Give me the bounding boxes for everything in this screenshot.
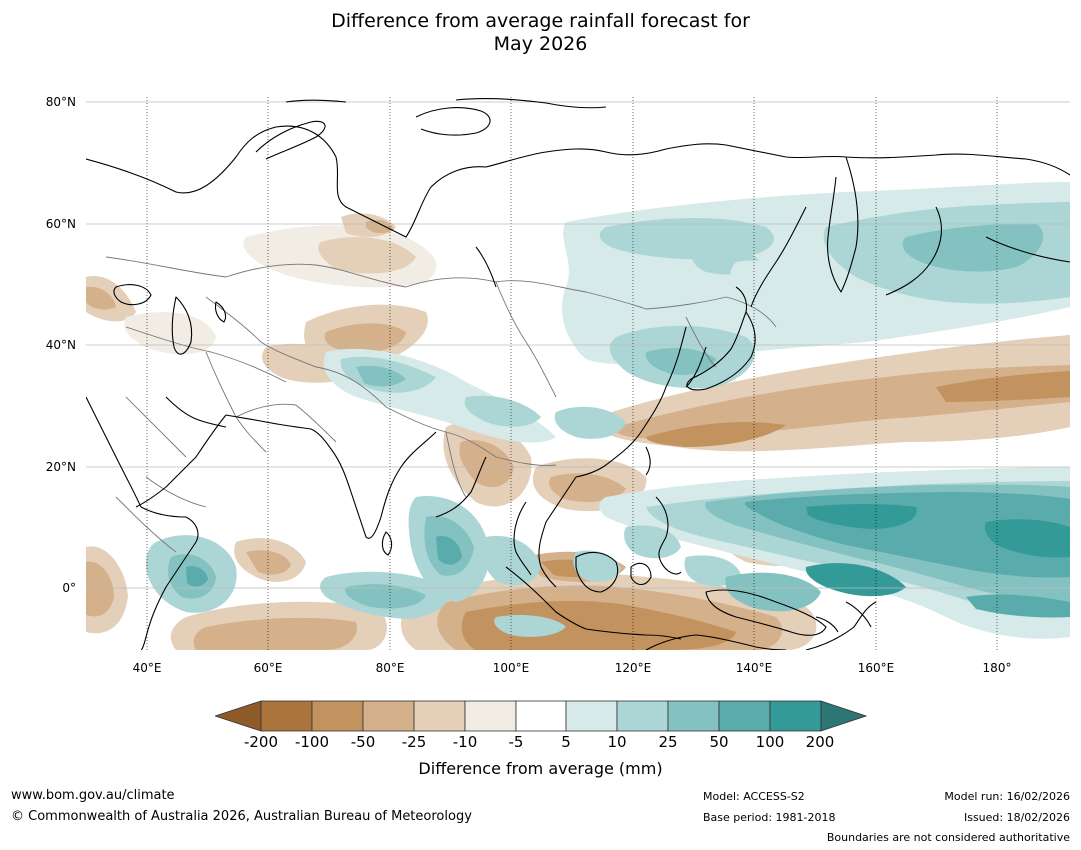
- lon-label-100e: 100°E: [492, 661, 530, 675]
- colorbar-segment-6: [515, 700, 567, 732]
- lat-label-80n: 80°N: [45, 95, 76, 109]
- model-name: Model: ACCESS-S2: [703, 790, 805, 803]
- title-line-2: May 2026: [493, 33, 588, 55]
- website-link[interactable]: www.bom.gov.au/climate: [11, 788, 175, 803]
- lat-label-20n: 20°N: [45, 460, 76, 474]
- colorbar-extend-low: [215, 700, 262, 732]
- lat-label-60n: 60°N: [45, 217, 76, 231]
- colorbar-segment-2: [311, 700, 364, 732]
- issued-date: Issued: 18/02/2026: [963, 811, 1070, 824]
- lon-label-160e: 160°E: [857, 661, 895, 675]
- lat-label-0: 0°: [62, 581, 76, 595]
- colorbar-segment-11: [769, 700, 822, 732]
- base-period: Base period: 1981-2018: [703, 811, 836, 824]
- colorbar-segment-5: [464, 700, 517, 732]
- title-line-1: Difference from average rainfall forecas…: [331, 10, 750, 32]
- colorbar-segment-4: [413, 700, 466, 732]
- chart-title: Difference from average rainfall forecas…: [0, 10, 1081, 56]
- colorbar-label: -200: [243, 733, 279, 751]
- colorbar-segment-10: [718, 700, 771, 732]
- boundaries-disclaimer: Boundaries are not considered authoritat…: [826, 831, 1070, 844]
- lon-label-60e: 60°E: [253, 661, 283, 675]
- colorbar-title: Difference from average (mm): [418, 759, 663, 778]
- model-run-date: Model run: 16/02/2026: [944, 790, 1070, 803]
- wet-anomaly-regions: [146, 182, 1070, 639]
- colorbar-label: 10: [607, 733, 627, 751]
- rainfall-anomaly-map: [86, 97, 1070, 650]
- colorbar-label: -25: [401, 733, 427, 751]
- lon-label-40e: 40°E: [132, 661, 162, 675]
- colorbar-extend-high: [820, 700, 867, 732]
- colorbar-label: -5: [508, 733, 524, 751]
- colorbar-label: -100: [294, 733, 330, 751]
- lon-label-140e: 140°E: [735, 661, 773, 675]
- copyright-text: © Commonwealth of Australia 2026, Austra…: [11, 809, 472, 824]
- colorbar-label: 200: [805, 733, 835, 751]
- colorbar-segment-3: [362, 700, 415, 732]
- lat-label-40n: 40°N: [45, 338, 76, 352]
- colorbar-label: 25: [658, 733, 678, 751]
- colorbar-label: 5: [561, 733, 571, 751]
- colorbar-segment-9: [667, 700, 720, 732]
- colorbar-segment-7: [565, 700, 618, 732]
- colorbar-label: -10: [452, 733, 478, 751]
- colorbar-label: 50: [709, 733, 729, 751]
- latitude-lines: [86, 101, 1070, 589]
- colorbar-segment-8: [616, 700, 669, 732]
- dry-anomaly-regions: [86, 213, 1070, 650]
- country-boundaries: [105, 256, 777, 553]
- lon-label-180: 180°: [982, 661, 1012, 675]
- colorbar-label: 100: [755, 733, 785, 751]
- coastlines: [86, 98, 1070, 650]
- lon-label-80e: 80°E: [375, 661, 405, 675]
- colorbar-segment-1: [260, 700, 313, 732]
- colorbar: [215, 700, 867, 732]
- lon-label-120e: 120°E: [614, 661, 652, 675]
- colorbar-label: -50: [350, 733, 376, 751]
